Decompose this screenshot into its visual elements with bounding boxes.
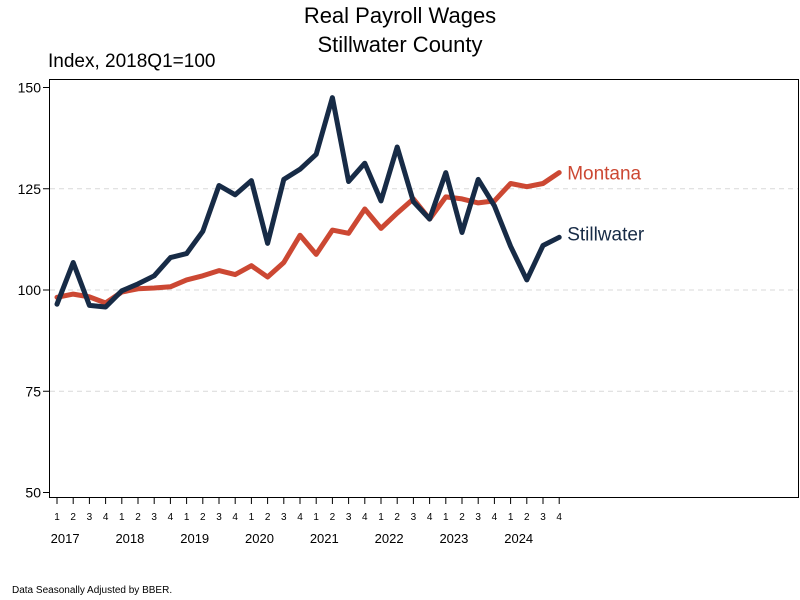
x-tick-label-quarter: 3 [540,512,546,523]
x-tick-label-year: 2023 [439,531,468,546]
x-tick-label-quarter: 2 [330,512,336,523]
x-tick-label-year: 2019 [180,531,209,546]
x-tick-label-quarter: 1 [443,512,449,523]
x-tick-label-quarter: 2 [70,512,76,523]
x-tick-label-quarter: 4 [362,512,368,523]
x-tick-label-quarter: 3 [281,512,287,523]
series-label-montana: Montana [567,164,641,185]
x-tick-label-quarter: 1 [508,512,514,523]
x-tick-label-quarter: 2 [135,512,141,523]
x-tick-label-year: 2024 [504,531,533,546]
y-axis-label: Index, 2018Q1=100 [48,51,216,72]
x-tick-label-quarter: 1 [378,512,384,523]
x-tick-label-quarter: 1 [313,512,319,523]
x-tick-label-quarter: 3 [87,512,93,523]
grid-lines [50,188,798,392]
series-label-stillwater: Stillwater [567,224,645,245]
x-tick-label-year: 2020 [245,531,274,546]
series-lines [54,95,562,310]
x-tick-label-quarter: 4 [168,512,174,523]
y-axis: 50 75 100 125 150 [18,80,50,501]
y-tick-label: 125 [18,181,42,197]
x-tick-label-quarter: 4 [492,512,498,523]
x-tick-label-quarter: 1 [54,512,60,523]
x-tick-label-quarter: 4 [103,512,109,523]
x-tick-label-year: 2018 [115,531,144,546]
x-tick-label-year: 2022 [375,531,404,546]
series-line-montana [54,170,562,306]
x-tick-label-quarter: 2 [459,512,465,523]
x-tick-label-quarter: 3 [216,512,222,523]
x-tick-label-quarter: 4 [297,512,303,523]
x-tick-label-quarter: 2 [200,512,206,523]
x-tick-label-quarter: 3 [475,512,481,523]
x-tick-label-quarter: 2 [394,512,400,523]
series-labels: Montana Stillwater [567,164,645,246]
y-tick-label: 150 [18,80,42,96]
y-tick-label: 50 [25,485,41,501]
x-tick-label-quarter: 4 [232,512,238,523]
chart-subtitle: Stillwater County [317,32,483,57]
x-tick-label-quarter: 4 [427,512,433,523]
x-tick-label-quarter: 4 [556,512,562,523]
x-tick-label-quarter: 1 [119,512,125,523]
x-tick-label-quarter: 1 [184,512,190,523]
x-tick-label-quarter: 2 [265,512,271,523]
y-tick-label: 75 [25,383,41,399]
plot-frame [49,79,799,498]
footnote: Data Seasonally Adjusted by BBER. [12,585,173,596]
series-line-stillwater [54,95,562,310]
x-tick-label-quarter: 3 [411,512,417,523]
x-tick-label-year: 2021 [310,531,339,546]
x-tick-label-quarter: 3 [151,512,157,523]
x-tick-label-quarter: 3 [346,512,352,523]
chart-title: Real Payroll Wages [303,3,497,28]
x-tick-label-quarter: 1 [249,512,255,523]
y-tick-label: 100 [18,282,42,298]
x-tick-label-year: 2017 [51,531,80,546]
x-tick-label-quarter: 2 [524,512,530,523]
